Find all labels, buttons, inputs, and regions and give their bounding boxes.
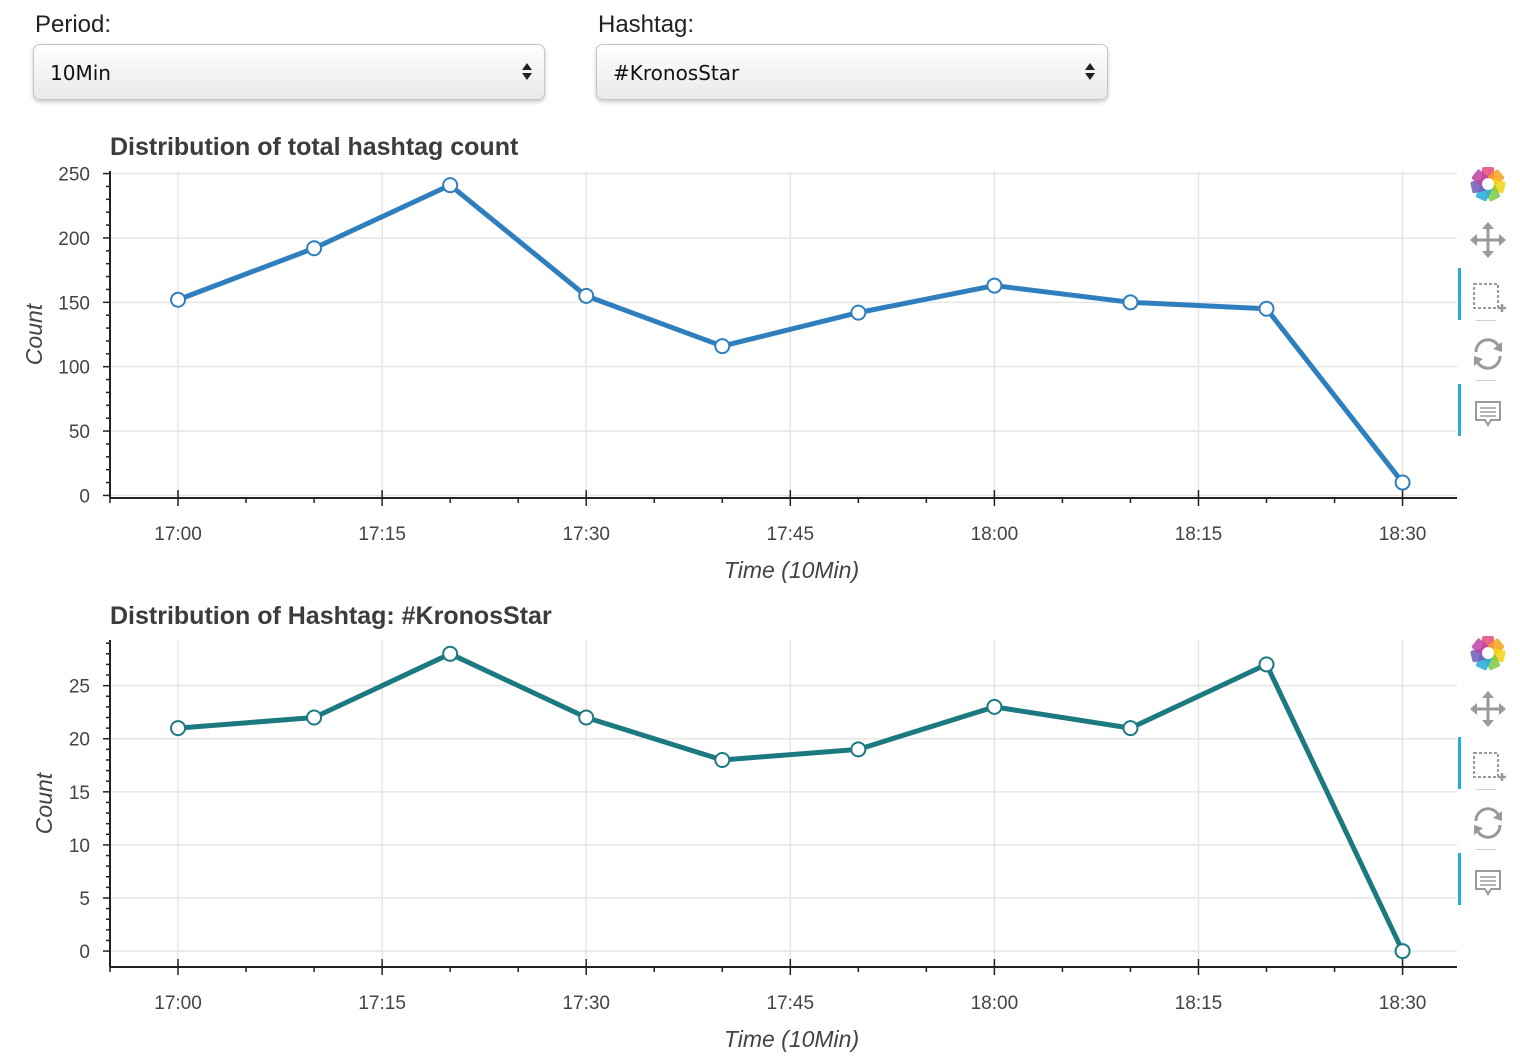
hashtag-select[interactable]: #KronosStar (596, 44, 1108, 100)
y-tick-label: 250 (58, 165, 90, 186)
toolbar-separator (1476, 789, 1496, 790)
y-tick-label: 0 (79, 942, 90, 963)
data-point (850, 304, 867, 321)
data-point (170, 291, 187, 308)
hashtag-label: Hashtag: (598, 11, 695, 38)
data-point (1394, 474, 1411, 491)
select-arrows-icon (522, 61, 532, 83)
y-axis-label: Count (31, 771, 57, 834)
data-point (1122, 720, 1139, 737)
pan-icon[interactable] (1458, 689, 1518, 729)
x-tick-label: 18:30 (1379, 524, 1427, 545)
data-point (1258, 656, 1275, 673)
pan-icon[interactable] (1458, 220, 1518, 260)
x-tick-label: 17:30 (562, 524, 610, 545)
reset-icon[interactable] (1458, 334, 1518, 374)
y-tick-label: 10 (69, 836, 90, 857)
y-tick-label: 150 (58, 293, 90, 314)
data-point (1258, 300, 1275, 317)
x-tick-label: 17:00 (154, 524, 202, 545)
active-tool-indicator (1458, 384, 1461, 436)
x-tick-label: 18:15 (1175, 524, 1223, 545)
y-tick-label: 100 (58, 358, 90, 379)
x-tick-label: 18:30 (1379, 993, 1427, 1014)
data-point (578, 709, 595, 726)
y-tick-label: 50 (69, 422, 90, 443)
y-tick-label: 25 (69, 677, 90, 698)
chart-title: Distribution of total hashtag count (110, 133, 519, 161)
x-tick-label: 18:00 (971, 524, 1019, 545)
period-label: Period: (35, 11, 112, 38)
y-tick-label: 0 (79, 486, 90, 507)
bokeh-logo-icon[interactable] (1458, 633, 1518, 673)
data-point (306, 709, 323, 726)
hover-icon[interactable] (1458, 384, 1518, 436)
x-tick-label: 17:45 (767, 524, 815, 545)
data-point (306, 240, 323, 257)
active-tool-indicator (1458, 853, 1461, 905)
x-tick-label: 17:00 (154, 993, 202, 1014)
box-zoom-icon[interactable] (1458, 737, 1518, 789)
data-point (986, 698, 1003, 715)
x-axis-label: Time (10Min) (724, 557, 859, 583)
active-tool-indicator (1458, 268, 1461, 320)
chart-title: Distribution of Hashtag: #KronosStar (110, 602, 552, 630)
data-point (442, 645, 459, 662)
data-point (986, 277, 1003, 294)
box-zoom-icon[interactable] (1458, 268, 1518, 320)
data-point (578, 287, 595, 304)
x-axis-label: Time (10Min) (724, 1026, 859, 1052)
data-point (170, 720, 187, 737)
period-control: Period: 10Min (33, 10, 545, 100)
reset-icon[interactable] (1458, 803, 1518, 843)
y-axis-label: Count (21, 302, 47, 365)
active-tool-indicator (1458, 737, 1461, 789)
x-tick-label: 17:15 (358, 993, 406, 1014)
data-point (1122, 294, 1139, 311)
total-count-chart: Distribution of total hashtag count 0 50 10… (21, 133, 1457, 583)
chart-toolbar (1458, 164, 1518, 436)
hover-icon[interactable] (1458, 853, 1518, 905)
data-point (1394, 943, 1411, 960)
x-tick-label: 17:45 (767, 993, 815, 1014)
y-tick-label: 5 (79, 889, 90, 910)
toolbar-separator (1476, 320, 1496, 321)
series-line (177, 651, 1405, 953)
period-select[interactable]: 10Min (33, 44, 545, 100)
x-tick-label: 17:15 (358, 524, 406, 545)
series-line (177, 182, 1405, 485)
x-tick-label: 17:30 (562, 993, 610, 1014)
hashtag-control: Hashtag: #KronosStar (596, 10, 1108, 100)
toolbar-separator (1476, 380, 1496, 381)
bokeh-logo-icon[interactable] (1458, 164, 1518, 204)
period-select-value: 10Min (50, 61, 111, 85)
x-tick-label: 18:15 (1175, 993, 1223, 1014)
hashtag-select-value: #KronosStar (613, 61, 740, 85)
y-tick-label: 20 (69, 730, 90, 751)
toolbar-separator (1476, 849, 1496, 850)
data-point (714, 338, 731, 355)
chart-toolbar (1458, 633, 1518, 905)
y-tick-label: 200 (58, 229, 90, 250)
select-arrows-icon (1085, 61, 1095, 83)
x-tick-label: 18:00 (971, 993, 1019, 1014)
data-point (850, 741, 867, 758)
y-tick-label: 15 (69, 783, 90, 804)
data-point (714, 751, 731, 768)
hashtag-count-chart: Distribution of Hashtag: #KronosStar 0 5 10… (31, 602, 1457, 1052)
data-point (442, 177, 459, 194)
